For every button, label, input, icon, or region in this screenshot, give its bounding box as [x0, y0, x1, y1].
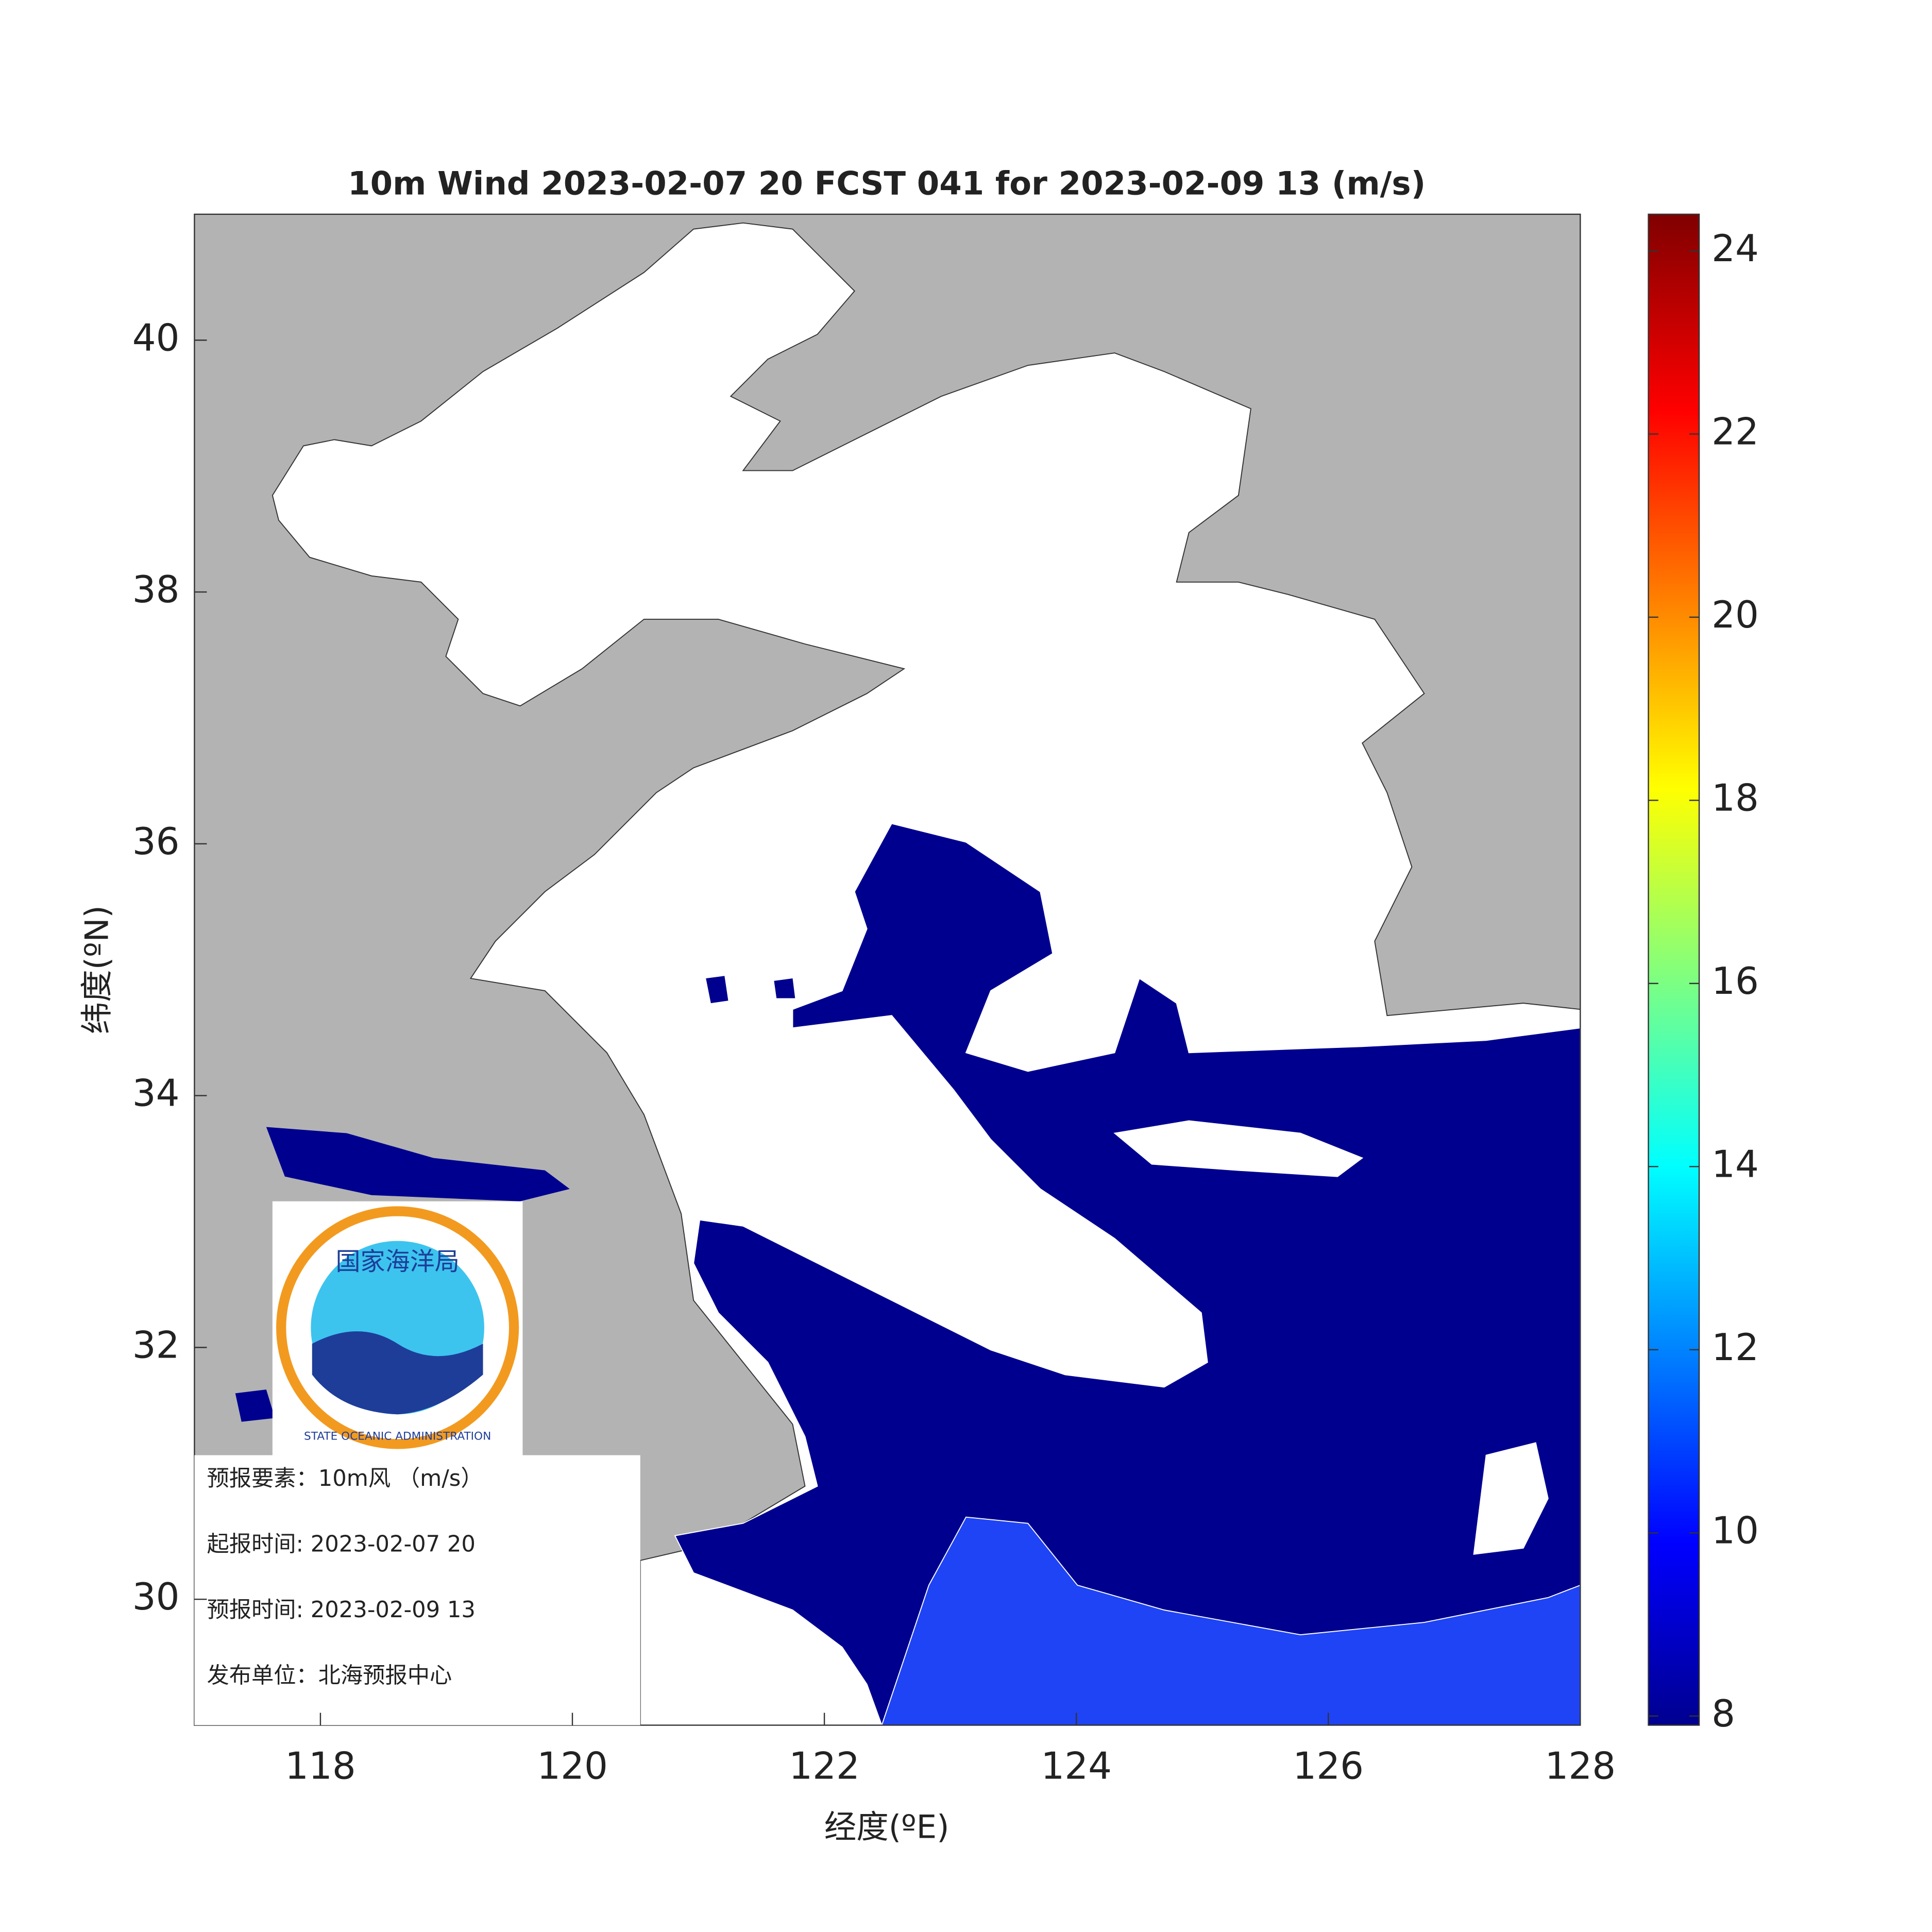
- plot-frame: [194, 213, 1581, 1726]
- logo-title: 国家海洋局: [335, 1247, 459, 1276]
- x-tick-label: 128: [1545, 1745, 1616, 1788]
- y-axis-label: 纬度(ºN): [78, 905, 115, 1034]
- y-tick-label: 36: [132, 820, 180, 863]
- colorbar-tick-label: 16: [1711, 960, 1759, 1003]
- y-tick-label: 40: [132, 316, 180, 360]
- x-tick-label: 120: [537, 1745, 608, 1788]
- wind-8-10: [674, 823, 1581, 1725]
- colorbar-tick-label: 20: [1711, 594, 1759, 637]
- y-tick-label: 30: [132, 1575, 180, 1619]
- colorbar-tick-label: 14: [1711, 1143, 1759, 1186]
- colorbar-tick-label: 22: [1711, 410, 1759, 453]
- x-tick-label: 124: [1041, 1745, 1112, 1788]
- info-line: 预报时间: 2023-02-09 13: [207, 1597, 475, 1623]
- x-tick-label: 122: [789, 1745, 860, 1788]
- x-axis-label: 经度(ºE): [824, 1808, 950, 1846]
- info-line: 起报时间: 2023-02-07 20: [207, 1532, 475, 1557]
- wind-10-12: [881, 1516, 1581, 1725]
- colorbar-tick-label: 18: [1711, 776, 1759, 820]
- y-tick-label: 32: [132, 1324, 180, 1367]
- colorbar-tick-label: 8: [1711, 1692, 1735, 1736]
- colorbar-tick-label: 12: [1711, 1326, 1759, 1369]
- y-tick-label: 38: [132, 568, 180, 612]
- y-tick-label: 34: [132, 1072, 180, 1115]
- logo-subtitle: STATE OCEANIC ADMINISTRATION: [304, 1430, 491, 1443]
- title: 10m Wind 2023-02-07 20 FCST 041 for 2023…: [348, 165, 1426, 202]
- wind-8-10: [235, 976, 795, 1422]
- x-tick-label: 126: [1293, 1745, 1364, 1788]
- x-tick-label: 118: [285, 1745, 356, 1788]
- logo-waves: [312, 1331, 483, 1415]
- map: [194, 214, 1581, 1725]
- colorbar-tick-label: 24: [1711, 227, 1759, 270]
- info: 预报要素：10m风 （m/s） 起报时间: 2023-02-07 20 预报时间: …: [207, 1466, 483, 1688]
- info-line: 发布单位：北海预报中心: [207, 1663, 452, 1688]
- colorbar: [1648, 213, 1700, 1726]
- info-line: 预报要素：10m风 （m/s）: [207, 1466, 483, 1492]
- colorbar-tick-label: 10: [1711, 1509, 1759, 1552]
- info-box: [194, 1455, 640, 1725]
